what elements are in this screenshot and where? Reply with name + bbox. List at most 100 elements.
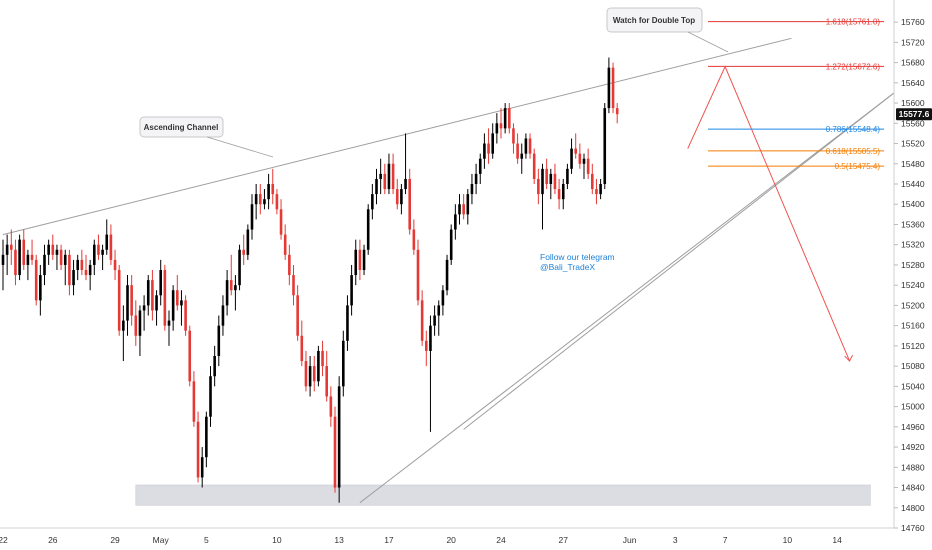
candle bbox=[541, 163, 544, 230]
candle bbox=[225, 270, 229, 316]
candle-body bbox=[350, 275, 353, 306]
price-tick-label: 15640 bbox=[901, 78, 925, 88]
candle bbox=[458, 194, 461, 225]
projection-layer bbox=[687, 65, 854, 362]
candle-body bbox=[333, 416, 337, 488]
fibonacci-layer: 1.618(15761.0) 1.272(15672.6) 0.786(15548.… bbox=[708, 18, 884, 171]
candles-layer bbox=[1, 57, 619, 503]
candle bbox=[607, 57, 611, 114]
candle bbox=[520, 143, 524, 174]
candle bbox=[68, 249, 71, 296]
candle bbox=[76, 254, 79, 281]
time-tick-label: 22 bbox=[0, 535, 8, 545]
candle-body bbox=[512, 128, 515, 144]
candle-body bbox=[209, 376, 212, 417]
candle-body bbox=[22, 239, 26, 265]
candle-body bbox=[200, 457, 204, 478]
candle-body bbox=[80, 259, 84, 270]
time-tick-label: 29 bbox=[110, 535, 120, 545]
candle bbox=[387, 153, 391, 195]
support-zone-layer bbox=[135, 484, 871, 506]
candle bbox=[109, 224, 113, 265]
time-axis[interactable]: 22 26 29 May 5 10 13 17 20 24 27 Jun 3 7 10 14 bbox=[0, 527, 894, 545]
candle bbox=[478, 153, 482, 184]
candle bbox=[14, 239, 17, 286]
candle bbox=[39, 264, 42, 316]
candle bbox=[582, 153, 586, 179]
candle-body bbox=[101, 249, 104, 255]
candle bbox=[329, 386, 333, 427]
candle bbox=[101, 244, 104, 270]
price-tick-label: 15360 bbox=[901, 219, 925, 229]
price-tick-label: 15520 bbox=[901, 139, 925, 149]
candle bbox=[433, 305, 436, 336]
fib-level-label: 0.618(15505.5) bbox=[826, 147, 881, 156]
candle-body bbox=[366, 209, 370, 250]
candle-body bbox=[574, 148, 577, 154]
candle-body bbox=[537, 178, 540, 195]
candle-body bbox=[213, 356, 216, 377]
candle bbox=[462, 194, 465, 220]
candle bbox=[55, 244, 59, 270]
candle-body bbox=[491, 133, 494, 154]
candle bbox=[528, 133, 532, 159]
candle-body bbox=[26, 254, 30, 265]
candle bbox=[483, 133, 486, 169]
fib-level-label: 0.786(15548.4) bbox=[826, 125, 881, 134]
candle-body bbox=[263, 199, 266, 205]
candle bbox=[586, 148, 590, 179]
candle-body bbox=[615, 108, 619, 115]
candle-body bbox=[462, 204, 465, 215]
candle bbox=[429, 315, 432, 432]
candle bbox=[254, 184, 258, 220]
candle-body bbox=[412, 229, 416, 250]
candle-body bbox=[586, 158, 590, 174]
candle-body bbox=[271, 184, 275, 195]
candle-body bbox=[238, 249, 241, 286]
candle-body bbox=[578, 153, 582, 164]
double-top-label: Watch for Double Top bbox=[613, 16, 695, 25]
double-top-callout: Watch for Double Top bbox=[606, 7, 729, 53]
telegram-note-line1: Follow our telegram bbox=[540, 252, 615, 262]
candle bbox=[84, 254, 88, 281]
candle-body bbox=[151, 280, 154, 311]
candle bbox=[97, 234, 100, 260]
candle-body bbox=[242, 249, 245, 255]
candle-body bbox=[14, 249, 17, 276]
candle bbox=[72, 259, 75, 296]
candle-body bbox=[47, 244, 50, 255]
candle bbox=[155, 290, 158, 326]
price-tick-label: 15320 bbox=[901, 240, 925, 250]
candle-body bbox=[159, 270, 162, 296]
candle-body bbox=[591, 173, 594, 190]
candle-body bbox=[72, 270, 75, 286]
candle bbox=[176, 275, 179, 311]
candle bbox=[545, 158, 548, 190]
candle bbox=[404, 133, 407, 195]
candle bbox=[138, 305, 142, 356]
price-axis[interactable]: 14760 14800 14840 14880 14920 14960 15000 15040… bbox=[893, 0, 925, 533]
candle-body bbox=[250, 204, 254, 230]
price-tick-label: 14920 bbox=[901, 442, 925, 452]
candle-body bbox=[109, 234, 113, 260]
candle-body bbox=[391, 163, 395, 190]
candle-body bbox=[39, 275, 42, 301]
candle-body bbox=[43, 254, 46, 276]
candle bbox=[221, 295, 225, 336]
price-tick-label: 14760 bbox=[901, 523, 925, 533]
candle-body bbox=[88, 264, 92, 276]
candle-body bbox=[337, 386, 341, 488]
candle bbox=[259, 184, 262, 215]
candle-body bbox=[5, 244, 9, 255]
candle-body bbox=[134, 315, 138, 336]
price-tick-label: 15040 bbox=[901, 381, 925, 391]
candle bbox=[22, 229, 26, 270]
candle bbox=[304, 350, 308, 392]
price-tick-label: 15560 bbox=[901, 118, 925, 128]
fib-level-label: 1.618(15761.0) bbox=[826, 18, 881, 27]
candle bbox=[234, 275, 237, 311]
candle bbox=[499, 108, 503, 139]
candle bbox=[503, 103, 507, 134]
